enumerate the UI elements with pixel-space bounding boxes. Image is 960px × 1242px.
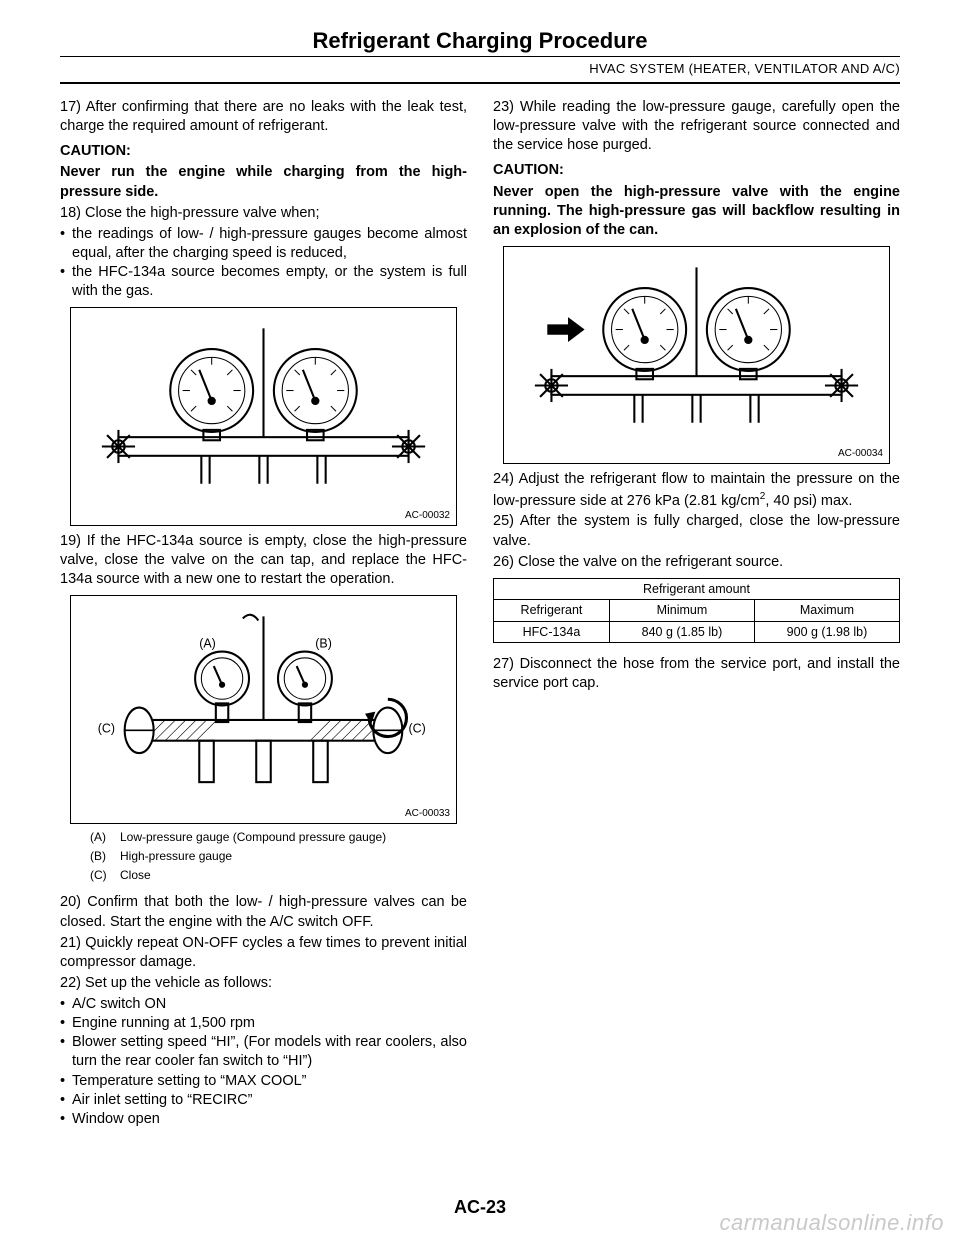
legend-c-key: (C): [90, 868, 120, 884]
step-24: 24) Adjust the refrigerant flow to maint…: [493, 470, 900, 510]
caution-text-1: Never run the engine while charging from…: [60, 163, 467, 201]
callout-c-left: (C): [98, 722, 115, 736]
figure-2: (A) (B) (C) (C): [70, 595, 457, 824]
caution-label-1: CAUTION:: [60, 142, 467, 161]
list-item: A/C switch ON: [60, 995, 467, 1014]
table-cell: 840 g (1.85 lb): [609, 621, 754, 643]
refrigerant-table: Refrigerant amount Refrigerant Minimum M…: [493, 578, 900, 644]
step-23: 23) While reading the low-pressure gauge…: [493, 98, 900, 155]
arrow-indicator-icon: [547, 317, 584, 342]
step-20: 20) Confirm that both the low- / high-pr…: [60, 893, 467, 931]
step-22-intro: 22) Set up the vehicle as follows:: [60, 974, 467, 993]
gauge-manifold-svg-3: [510, 257, 883, 444]
callout-c-right: (C): [409, 722, 426, 736]
gauge-manifold-svg-1: [77, 318, 450, 505]
step-22-bullets: A/C switch ON Engine running at 1,500 rp…: [60, 995, 467, 1129]
legend-b-val: High-pressure gauge: [120, 849, 451, 865]
callout-a: (A): [199, 637, 216, 651]
step-26: 26) Close the valve on the refrigerant s…: [493, 553, 900, 572]
legend-a-val: Low-pressure gauge (Compound pressure ga…: [120, 830, 451, 846]
table-cell: 900 g (1.98 lb): [754, 621, 899, 643]
figure-1-label: AC-00032: [405, 509, 450, 522]
list-item: Engine running at 1,500 rpm: [60, 1014, 467, 1033]
section-subtitle: HVAC SYSTEM (HEATER, VENTILATOR AND A/C): [60, 56, 900, 84]
step-21: 21) Quickly repeat ON-OFF cycles a few t…: [60, 934, 467, 972]
step-18-intro: 18) Close the high-pressure valve when;: [60, 204, 467, 223]
step-25: 25) After the system is fully charged, c…: [493, 512, 900, 550]
table-caption: Refrigerant amount: [494, 578, 900, 600]
figure-3: AC-00034: [503, 246, 890, 465]
figure-2-label: AC-00033: [405, 807, 450, 820]
table-header: Minimum: [609, 600, 754, 622]
callout-b: (B): [315, 637, 332, 651]
list-item: Window open: [60, 1110, 467, 1129]
list-item: Temperature setting to “MAX COOL”: [60, 1072, 467, 1091]
table-header: Maximum: [754, 600, 899, 622]
right-column: 23) While reading the low-pressure gauge…: [493, 98, 900, 1135]
table-header: Refrigerant: [494, 600, 610, 622]
watermark: carmanualsonline.info: [719, 1210, 944, 1236]
legend-c-val: Close: [120, 868, 451, 884]
gauge-manifold-svg-2: (A) (B) (C) (C): [77, 606, 450, 803]
caution-text-2: Never open the high-pressure valve with …: [493, 183, 900, 240]
figure-1: AC-00032: [70, 307, 457, 526]
table-cell: HFC-134a: [494, 621, 610, 643]
left-column: 17) After confirming that there are no l…: [60, 98, 467, 1135]
legend-b-key: (B): [90, 849, 120, 865]
figure-2-legend: (A)Low-pressure gauge (Compound pressure…: [90, 830, 451, 883]
step-17: 17) After confirming that there are no l…: [60, 98, 467, 136]
step-18-bullet-2: the HFC-134a source becomes empty, or th…: [60, 263, 467, 301]
list-item: Blower setting speed “HI”, (For models w…: [60, 1033, 467, 1071]
step-19: 19) If the HFC-134a source is empty, clo…: [60, 532, 467, 589]
figure-3-label: AC-00034: [838, 447, 883, 460]
step-18-bullet-1: the readings of low- / high-pressure gau…: [60, 225, 467, 263]
list-item: Air inlet setting to “RECIRC”: [60, 1091, 467, 1110]
step-27: 27) Disconnect the hose from the service…: [493, 655, 900, 693]
caution-label-2: CAUTION:: [493, 161, 900, 180]
legend-a-key: (A): [90, 830, 120, 846]
page-title: Refrigerant Charging Procedure: [60, 28, 900, 54]
